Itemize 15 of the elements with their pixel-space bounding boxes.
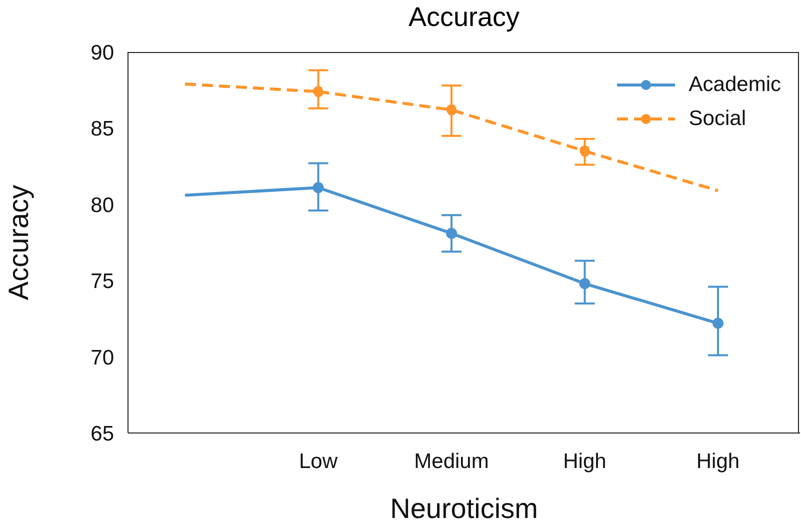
x-tick-label: Medium [414, 450, 489, 473]
y-tick-label: 75 [90, 270, 114, 294]
x-tick-label: High [563, 450, 606, 473]
y-tick-label: 65 [90, 422, 114, 446]
legend-label: Social [688, 107, 746, 131]
x-tick-label: Low [298, 450, 338, 473]
y-tick-label: 85 [90, 118, 114, 141]
y-axis-title: Accuracy [2, 184, 34, 300]
y-tick-label: 70 [90, 346, 114, 370]
legend-label: Academic [688, 73, 781, 97]
y-tick-label: 80 [90, 194, 114, 217]
y-tick-label: 90 [90, 41, 114, 64]
x-axis-title: Neuroticism [390, 493, 538, 524]
x-tick-label: High [696, 450, 740, 473]
chart-title: Accuracy [407, 2, 521, 33]
